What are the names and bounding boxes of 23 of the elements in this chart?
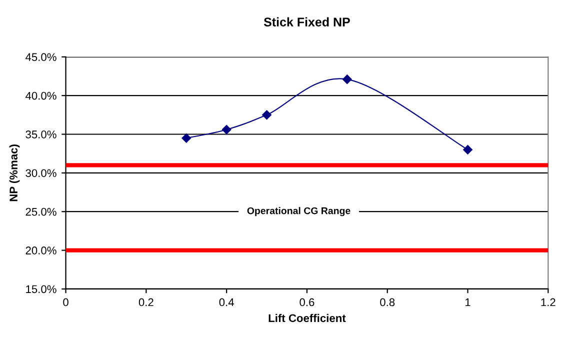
point xyxy=(182,133,191,143)
point xyxy=(463,145,472,154)
point xyxy=(342,74,352,84)
point xyxy=(262,110,272,120)
y-tick-label: 25.0% xyxy=(26,208,56,216)
x-tick-label: 0.8 xyxy=(380,298,395,306)
y-axis-title: NP (%mac) xyxy=(9,144,20,202)
x-tick-label: 0.2 xyxy=(138,298,154,306)
y-tick-label: 35.0% xyxy=(26,130,56,138)
y-tick-label: 15.0% xyxy=(26,285,56,294)
y-tick-label: 20.0% xyxy=(26,246,56,254)
chart-title: Stick Fixed NP xyxy=(264,17,350,26)
x-tick-label: 1.2 xyxy=(541,298,556,306)
y-tick-label: 30.0% xyxy=(26,169,56,178)
x-tick-label: 0.4 xyxy=(219,298,234,306)
x-tick-label: 0 xyxy=(63,298,68,306)
x-axis-title: Lift Coefficient xyxy=(268,314,346,322)
annotation: Operational CG Range xyxy=(247,207,350,216)
x-tick-label: 1 xyxy=(466,298,470,306)
point xyxy=(222,124,232,134)
y-tick-label: 45.0% xyxy=(26,53,56,62)
y-tick-label: 40.0% xyxy=(26,92,56,100)
x-tick-label: 0.6 xyxy=(300,298,314,306)
